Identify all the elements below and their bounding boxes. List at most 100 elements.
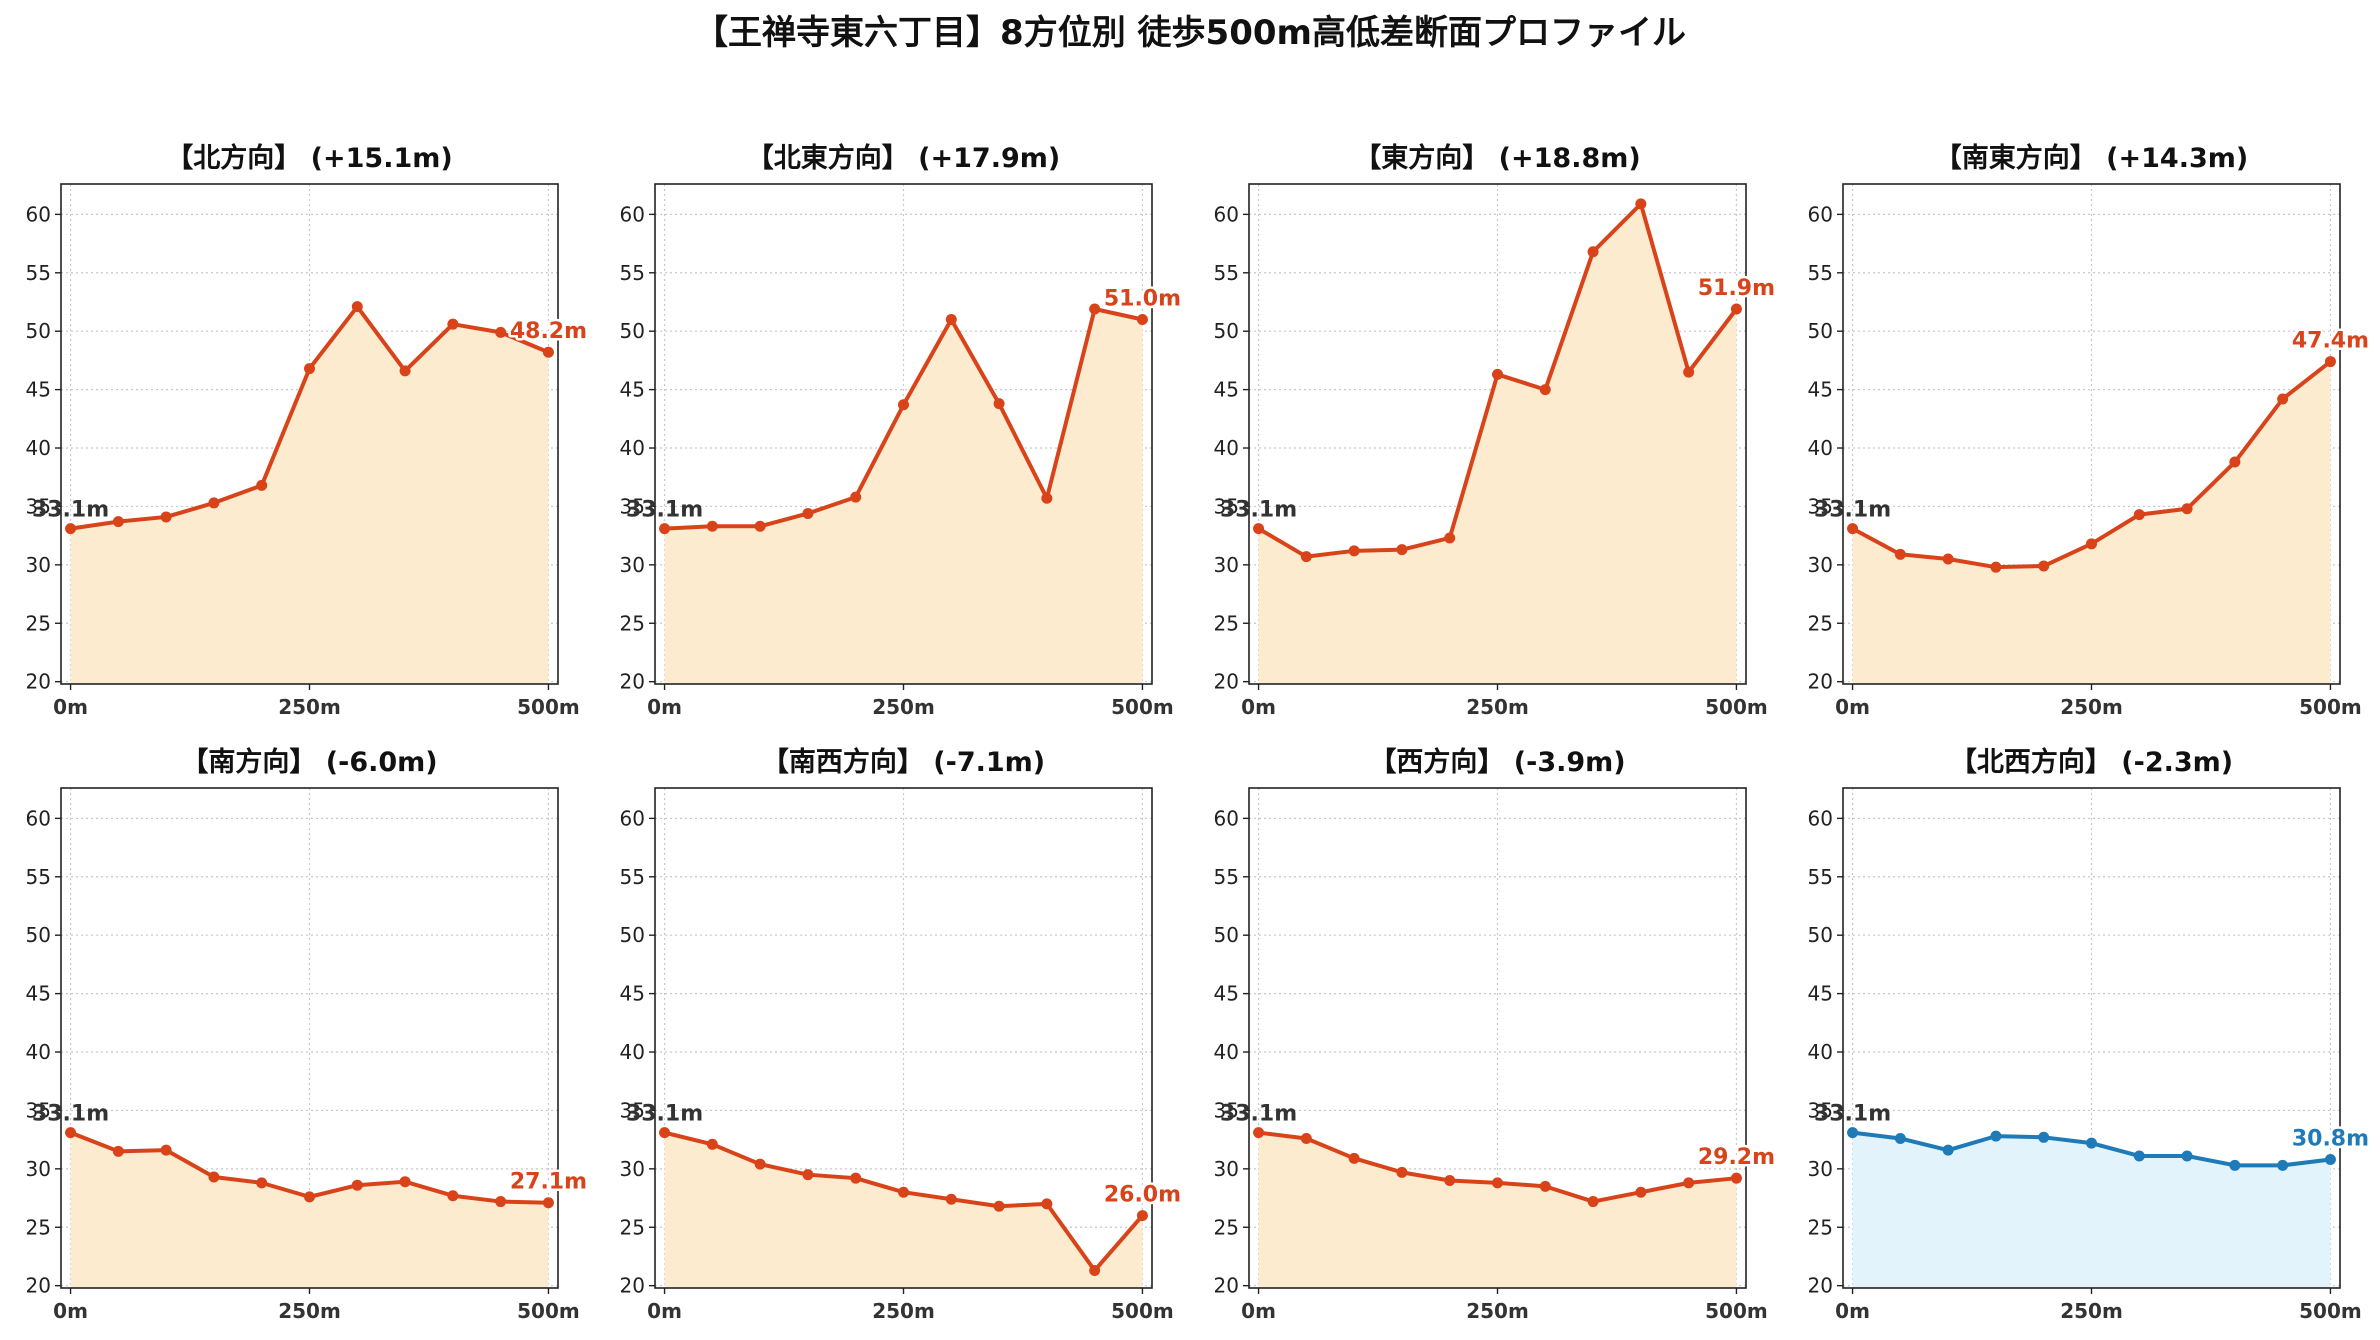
- data-point: [1683, 1177, 1695, 1189]
- start-value-label: 33.1m: [1814, 498, 1891, 523]
- y-tick-label: 40: [620, 436, 645, 460]
- y-tick-label: 25: [1808, 611, 1833, 635]
- y-tick-label: 40: [26, 1040, 51, 1064]
- data-point: [1635, 198, 1647, 210]
- data-point: [2277, 1159, 2289, 1171]
- start-value-label: 33.1m: [1220, 498, 1297, 523]
- x-tick-label: 250m: [1466, 1299, 1529, 1323]
- area-fill: [664, 309, 1143, 684]
- y-tick-label: 35: [620, 1098, 645, 1122]
- data-point: [2324, 356, 2336, 368]
- data-point: [1348, 545, 1360, 557]
- data-point: [2038, 1131, 2050, 1143]
- data-point: [351, 1179, 363, 1191]
- x-tick-label: 500m: [2299, 695, 2362, 719]
- end-value-label: 30.8m: [2292, 1126, 2369, 1151]
- y-tick-label: 40: [1808, 436, 1833, 460]
- data-point: [1683, 366, 1695, 378]
- y-tick-label: 30: [1214, 553, 1239, 577]
- data-point: [1444, 1175, 1456, 1187]
- data-point: [993, 1200, 1005, 1212]
- data-point: [112, 1145, 124, 1157]
- y-tick-label: 50: [1808, 319, 1833, 343]
- x-tick-label: 250m: [1466, 695, 1529, 719]
- y-tick-label: 40: [620, 1040, 645, 1064]
- data-point: [1587, 246, 1599, 258]
- data-point: [256, 479, 268, 491]
- data-point: [1492, 1177, 1503, 1189]
- data-point: [945, 314, 957, 326]
- data-point: [542, 1197, 554, 1209]
- data-point: [208, 497, 220, 509]
- y-tick-label: 55: [1808, 865, 1833, 889]
- y-tick-label: 50: [1214, 319, 1239, 343]
- panel-title: 【西方向】 (-3.9m): [1369, 746, 1625, 778]
- data-point: [2229, 1159, 2241, 1171]
- data-point: [1942, 1144, 1954, 1156]
- end-value-label: 48.2m: [510, 319, 587, 344]
- x-tick-label: 500m: [1111, 1299, 1174, 1323]
- y-tick-label: 55: [26, 261, 51, 285]
- x-tick-label: 0m: [1835, 1299, 1870, 1323]
- panel-title: 【北西方向】 (-2.3m): [1950, 746, 2233, 778]
- data-point: [659, 1127, 671, 1139]
- y-tick-label: 45: [26, 982, 51, 1006]
- x-tick-label: 500m: [1705, 1299, 1768, 1323]
- y-tick-label: 50: [1214, 923, 1239, 947]
- x-tick-label: 250m: [872, 695, 935, 719]
- y-tick-label: 25: [620, 1215, 645, 1239]
- data-point: [1635, 1186, 1647, 1198]
- data-point: [2181, 1150, 2193, 1162]
- y-tick-label: 35: [1214, 1098, 1239, 1122]
- data-point: [1041, 1198, 1053, 1210]
- data-point: [2086, 1137, 2097, 1149]
- x-tick-label: 250m: [872, 1299, 935, 1323]
- chart-panel: 【北西方向】 (-2.3m) 20 25 30 35 40 45 50 55 60 0m 250m 50…: [1808, 746, 2372, 1323]
- data-point: [1539, 384, 1551, 396]
- data-point: [1492, 368, 1503, 380]
- y-tick-label: 30: [26, 553, 51, 577]
- y-tick-label: 55: [26, 865, 51, 889]
- data-point: [1396, 544, 1408, 556]
- y-tick-label: 25: [620, 611, 645, 635]
- data-point: [65, 523, 77, 535]
- x-tick-label: 0m: [1241, 695, 1276, 719]
- y-tick-label: 45: [1214, 982, 1239, 1006]
- y-tick-label: 60: [620, 202, 645, 226]
- data-point: [447, 318, 459, 330]
- y-tick-label: 55: [620, 261, 645, 285]
- x-tick-label: 0m: [53, 1299, 88, 1323]
- x-tick-label: 0m: [1835, 695, 1870, 719]
- y-tick-label: 60: [1214, 202, 1239, 226]
- start-value-label: 33.1m: [626, 1102, 703, 1127]
- data-point: [1990, 561, 2002, 573]
- data-point: [1348, 1152, 1360, 1164]
- y-tick-label: 35: [26, 1098, 51, 1122]
- data-point: [542, 346, 554, 358]
- data-point: [160, 1144, 172, 1156]
- y-tick-label: 35: [620, 494, 645, 518]
- y-tick-label: 25: [26, 1215, 51, 1239]
- chart-panel: 【南方向】 (-6.0m) 20 25 30 35 40 45 50 55 60 0m 250m 500…: [26, 746, 590, 1323]
- y-tick-label: 20: [620, 670, 645, 694]
- data-point: [802, 1169, 814, 1181]
- data-point: [898, 399, 909, 411]
- data-point: [1942, 553, 1954, 565]
- start-value-label: 33.1m: [32, 498, 109, 523]
- y-tick-label: 55: [1214, 865, 1239, 889]
- y-tick-label: 40: [1214, 1040, 1239, 1064]
- y-tick-label: 20: [26, 670, 51, 694]
- y-tick-label: 25: [1214, 611, 1239, 635]
- panel-title: 【北方向】 (+15.1m): [166, 142, 452, 174]
- x-tick-label: 500m: [517, 1299, 580, 1323]
- y-tick-label: 50: [620, 923, 645, 947]
- data-point: [1539, 1180, 1551, 1192]
- data-point: [898, 1186, 909, 1198]
- y-tick-label: 35: [1214, 494, 1239, 518]
- y-tick-label: 20: [620, 1274, 645, 1298]
- start-value-label: 33.1m: [32, 1102, 109, 1127]
- y-tick-label: 30: [26, 1157, 51, 1181]
- data-point: [754, 1158, 766, 1170]
- y-tick-label: 45: [1214, 378, 1239, 402]
- x-tick-label: 0m: [1241, 1299, 1276, 1323]
